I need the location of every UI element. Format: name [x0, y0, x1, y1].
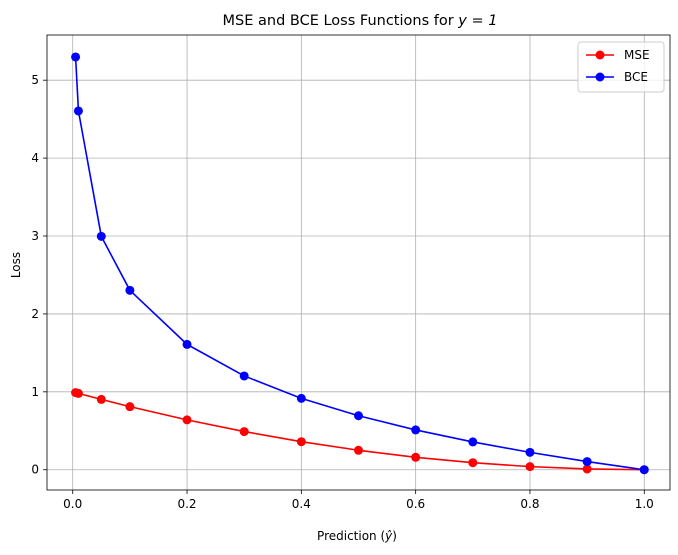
data-point-mse — [125, 402, 135, 412]
data-point-bce — [239, 371, 249, 381]
data-point-bce — [525, 447, 535, 457]
data-point-mse — [296, 437, 306, 447]
data-point-bce — [71, 52, 81, 62]
legend-marker-mse — [595, 50, 605, 60]
data-point-mse — [525, 462, 535, 472]
data-point-mse — [411, 452, 421, 462]
y-tick-label: 4 — [31, 151, 39, 165]
data-point-mse — [182, 415, 192, 425]
x-axis-label: Prediction (ŷ) — [317, 529, 397, 543]
y-tick-label: 0 — [31, 463, 39, 477]
y-tick-label: 5 — [31, 73, 39, 87]
legend-marker-bce — [595, 72, 605, 82]
x-tick-label: 0.4 — [292, 497, 311, 511]
data-point-bce — [639, 465, 649, 475]
data-point-bce — [582, 457, 592, 467]
y-tick-label: 2 — [31, 307, 39, 321]
axes-frame — [46, 34, 671, 491]
data-point-mse — [96, 394, 106, 404]
y-tick-label: 1 — [31, 385, 39, 399]
chart-title: MSE and BCE Loss Functions for y = 1 — [223, 13, 498, 29]
grid — [47, 35, 670, 490]
data-point-bce — [468, 437, 478, 447]
x-tick-label: 0.0 — [63, 497, 82, 511]
data-point-mse — [73, 388, 83, 398]
chart-title-text: MSE and BCE Loss Functions for — [223, 13, 459, 29]
y-tick-label: 3 — [31, 229, 39, 243]
series-bce — [71, 52, 649, 475]
x-tick-label: 0.6 — [406, 497, 425, 511]
legend-box — [577, 41, 665, 93]
data-point-mse — [239, 427, 249, 437]
legend-label-mse: MSE — [624, 48, 650, 62]
x-axis-ticks: 0.0 0.2 0.4 0.6 0.8 1.0 — [63, 490, 654, 511]
x-tick-label: 0.8 — [520, 497, 539, 511]
legend-label-bce: BCE — [624, 70, 648, 84]
x-axis-label-math: ŷ — [384, 529, 393, 543]
plot-series — [71, 52, 649, 475]
chart-title-math: y = 1 — [457, 13, 497, 29]
x-tick-label: 0.2 — [177, 497, 196, 511]
data-point-bce — [296, 393, 306, 403]
x-axis-label-end: ) — [392, 529, 397, 543]
series-mse — [71, 388, 649, 475]
x-axis-label-text: Prediction ( — [317, 529, 385, 543]
data-point-bce — [73, 106, 83, 116]
data-point-mse — [468, 458, 478, 468]
data-point-mse — [582, 464, 592, 474]
data-point-mse — [354, 445, 363, 455]
data-point-bce — [182, 339, 192, 349]
data-point-bce — [96, 231, 106, 241]
data-point-bce — [354, 411, 363, 421]
y-axis-ticks: 0 1 2 3 4 5 — [31, 73, 47, 477]
legend: MSE BCE — [577, 41, 665, 93]
data-point-bce — [125, 285, 135, 295]
y-axis-label: Loss — [9, 252, 23, 278]
x-tick-label: 1.0 — [635, 497, 654, 511]
data-point-bce — [411, 425, 421, 435]
